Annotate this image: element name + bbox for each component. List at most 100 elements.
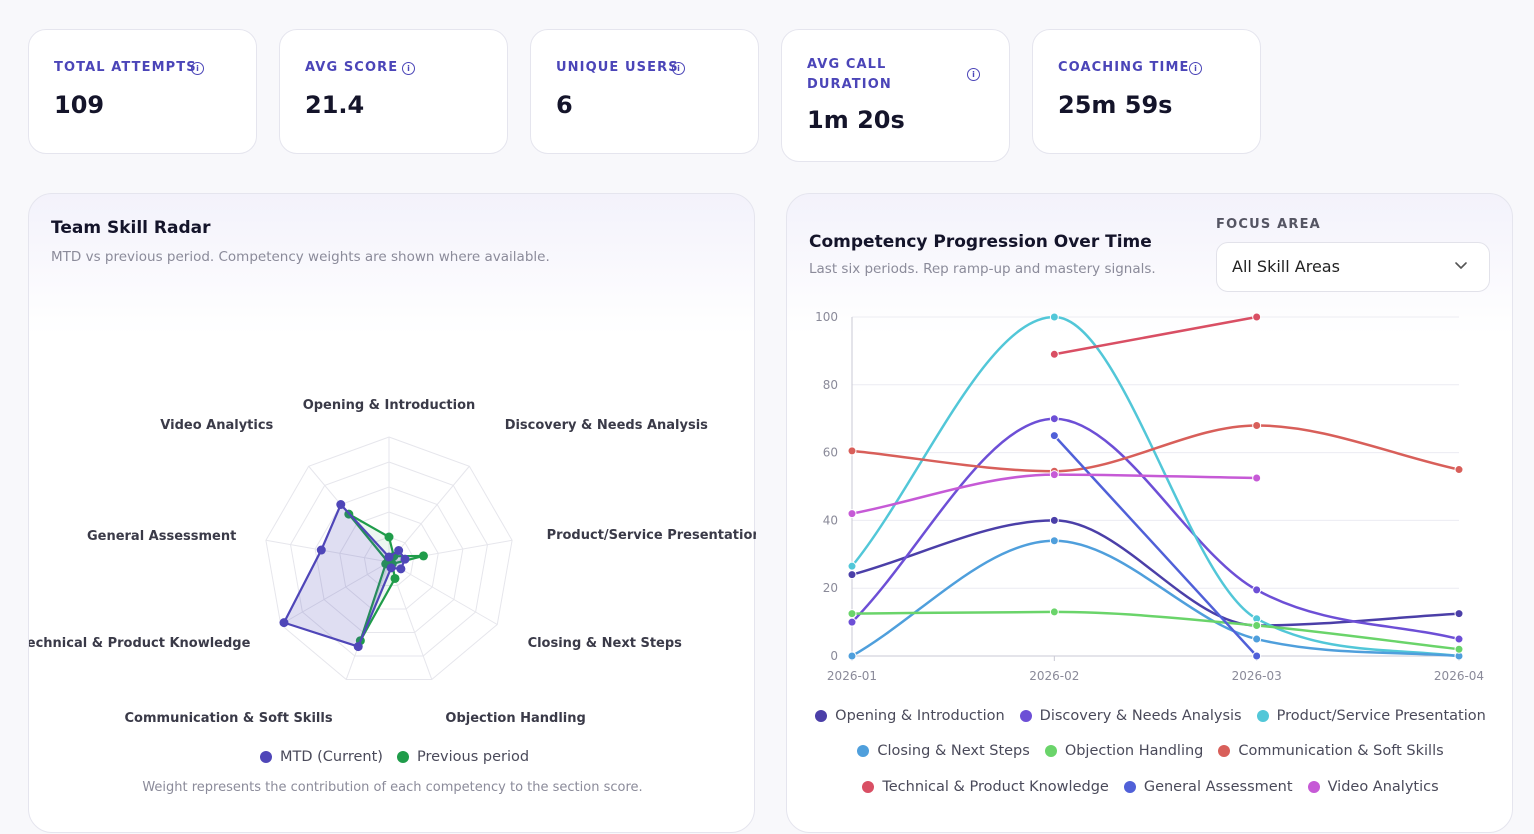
focus-area-select[interactable]: All Skill Areas — [1216, 242, 1490, 292]
competency-progression-panel: Competency Progression Over Time Last si… — [786, 193, 1513, 833]
series-point[interactable] — [847, 651, 857, 661]
legend-dot — [857, 745, 870, 757]
radar-point[interactable] — [396, 564, 406, 574]
series-line — [851, 315, 1460, 658]
series-point[interactable] — [847, 609, 857, 619]
series-point[interactable] — [1049, 536, 1059, 546]
info-icon[interactable]: i — [191, 62, 204, 75]
legend-item-previous[interactable]: Previous period — [397, 749, 529, 765]
series-point[interactable] — [1252, 585, 1262, 595]
legend-dot — [397, 751, 409, 763]
series-point[interactable] — [1049, 312, 1059, 322]
info-icon[interactable]: i — [402, 62, 415, 75]
series-line — [851, 424, 1460, 473]
radar-axis-label: Discovery & Needs Analysis — [505, 418, 708, 433]
legend-dot — [260, 751, 272, 763]
series-point[interactable] — [1252, 620, 1262, 630]
series-point[interactable] — [847, 570, 857, 580]
series-point[interactable] — [1049, 349, 1059, 359]
series-point[interactable] — [1049, 414, 1059, 424]
radar-point[interactable] — [394, 546, 404, 556]
series-point[interactable] — [847, 446, 857, 456]
legend-item[interactable]: Opening & Introduction — [815, 708, 1005, 724]
series-point[interactable] — [1252, 473, 1262, 483]
kpi-card-avg-call-duration: AVG CALL DURATION i 1m 20s — [781, 29, 1010, 162]
panel-title: Team Skill Radar — [51, 218, 211, 238]
radar-point[interactable] — [418, 551, 428, 561]
series-point[interactable] — [1454, 609, 1464, 619]
radar-grid-ring — [289, 461, 489, 657]
info-icon[interactable]: i — [1189, 62, 1202, 75]
y-tick-label: 60 — [823, 446, 838, 460]
series-point[interactable] — [1252, 651, 1262, 661]
radar-grid-ring — [339, 511, 439, 610]
kpi-card-coaching-time: COACHING TIME i 25m 59s — [1032, 29, 1261, 154]
team-skill-radar-panel: Team Skill Radar MTD vs previous period.… — [28, 193, 756, 833]
radar-point[interactable] — [400, 554, 410, 564]
legend-item[interactable]: Product/Service Presentation — [1256, 708, 1486, 724]
series-point[interactable] — [1049, 515, 1059, 525]
legend-item[interactable]: Communication & Soft Skills — [1218, 743, 1444, 759]
series-point[interactable] — [847, 617, 857, 627]
radar-axis-label: Technical & Product Knowledge — [29, 636, 251, 651]
radar-point[interactable] — [279, 618, 289, 628]
line-series — [847, 312, 1464, 661]
series-point[interactable] — [1049, 607, 1059, 617]
kpi-card-total-attempts: TOTAL ATTEMPTS i 109 — [28, 29, 257, 154]
series-line — [1054, 315, 1257, 356]
line-series — [1049, 431, 1262, 661]
legend-item[interactable]: Discovery & Needs Analysis — [1019, 708, 1242, 724]
panel-subtitle: Last six periods. Rep ramp-up and master… — [809, 261, 1156, 277]
radar-point[interactable] — [353, 642, 363, 652]
chevron-down-icon — [1455, 262, 1467, 269]
radar-point[interactable] — [390, 573, 400, 583]
series-point[interactable] — [1454, 634, 1464, 644]
legend-item[interactable]: General Assessment — [1123, 779, 1293, 795]
radar-axis-label: Objection Handling — [445, 711, 585, 726]
x-tick-label: 2026-01 — [827, 669, 877, 683]
info-icon[interactable]: i — [967, 68, 980, 81]
y-tick-label: 80 — [823, 378, 838, 392]
series-point[interactable] — [1049, 431, 1059, 441]
legend-dot — [862, 781, 875, 793]
radar-footer-note: Weight represents the contribution of ea… — [142, 780, 643, 795]
legend-item[interactable]: Technical & Product Knowledge — [862, 779, 1109, 795]
kpi-label-line1: AVG CALL — [807, 57, 887, 72]
series-line — [851, 473, 1257, 515]
legend-item[interactable]: Video Analytics — [1307, 779, 1439, 795]
series-point[interactable] — [1252, 634, 1262, 644]
line-series — [847, 607, 1464, 654]
radar-spoke — [280, 561, 390, 625]
kpi-label: COACHING TIME — [1058, 60, 1190, 75]
radar-point[interactable] — [316, 545, 326, 555]
legend-label: Communication & Soft Skills — [1238, 743, 1444, 759]
legend-dot — [1044, 745, 1057, 757]
series-point[interactable] — [1049, 470, 1059, 480]
legend-item[interactable]: Closing & Next Steps — [857, 743, 1030, 759]
kpi-value: 21.4 — [305, 91, 365, 119]
radar-point[interactable] — [386, 563, 396, 573]
line-series — [847, 536, 1464, 661]
kpi-label-line2: DURATION — [807, 77, 892, 92]
radar-point[interactable] — [384, 552, 394, 562]
series-point[interactable] — [847, 561, 857, 571]
legend-label: Discovery & Needs Analysis — [1039, 708, 1242, 724]
legend-item-mtd[interactable]: MTD (Current) — [260, 749, 383, 765]
series-point[interactable] — [1252, 312, 1262, 322]
legend-item[interactable]: Objection Handling — [1044, 743, 1203, 759]
radar-point[interactable] — [384, 532, 394, 542]
radar-point[interactable] — [336, 500, 346, 510]
radar-grid-ring — [265, 436, 513, 680]
series-point[interactable] — [847, 509, 857, 519]
y-tick-label: 100 — [815, 310, 838, 324]
legend-label: Technical & Product Knowledge — [882, 779, 1109, 795]
radar-chart: Opening & Introduction Discovery & Needs … — [29, 398, 756, 726]
series-point[interactable] — [1454, 644, 1464, 654]
legend-label: Video Analytics — [1327, 779, 1439, 795]
series-point[interactable] — [1252, 420, 1262, 430]
line-series — [1049, 312, 1262, 359]
info-icon[interactable]: i — [672, 62, 685, 75]
series-point[interactable] — [1454, 465, 1464, 475]
kpi-value: 25m 59s — [1058, 91, 1173, 119]
kpi-value: 1m 20s — [807, 106, 905, 134]
